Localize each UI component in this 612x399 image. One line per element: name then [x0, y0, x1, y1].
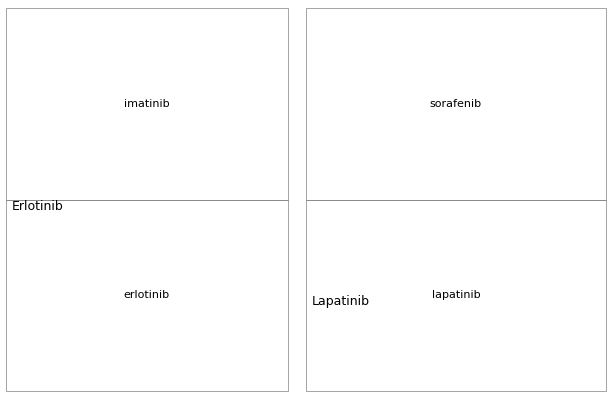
Text: imatinib: imatinib: [124, 99, 170, 109]
Text: erlotinib: erlotinib: [124, 290, 170, 300]
Text: lapatinib: lapatinib: [431, 290, 480, 300]
Text: sorafenib: sorafenib: [430, 99, 482, 109]
Bar: [6, 8, 288, 199]
Text: Lapatinib: Lapatinib: [312, 295, 370, 308]
Text: Erlotinib: Erlotinib: [12, 200, 64, 213]
Bar: [306, 200, 606, 391]
Bar: [6, 200, 288, 391]
Bar: [306, 8, 606, 199]
